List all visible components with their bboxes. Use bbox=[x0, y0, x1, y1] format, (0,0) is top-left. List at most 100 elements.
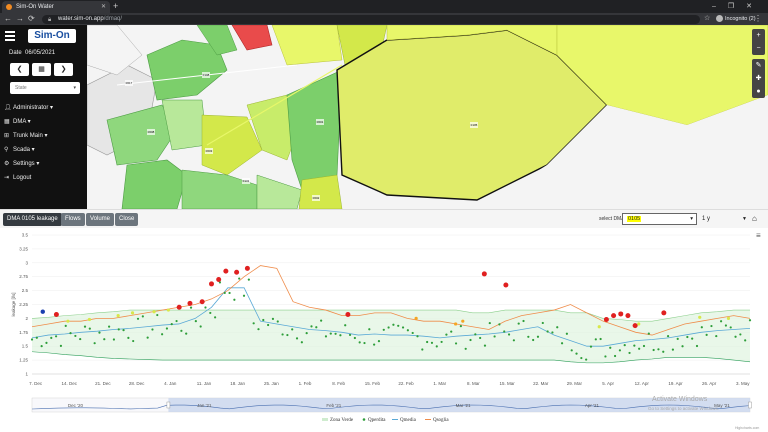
qperdita-point[interactable] bbox=[565, 332, 568, 335]
qperdita-point[interactable] bbox=[527, 335, 530, 338]
qperdita-point[interactable] bbox=[368, 328, 371, 331]
qperdita-point[interactable] bbox=[373, 343, 376, 346]
qperdita-point[interactable] bbox=[79, 337, 82, 341]
qperdita-point[interactable] bbox=[146, 336, 149, 339]
qperdita-point[interactable] bbox=[493, 335, 496, 338]
qperdita-point[interactable] bbox=[228, 291, 231, 295]
legend-item-label[interactable]: Qperdita bbox=[368, 418, 386, 423]
qperdita-point[interactable] bbox=[50, 336, 53, 339]
warning-point[interactable] bbox=[454, 322, 458, 326]
close-button[interactable]: Close bbox=[115, 213, 139, 226]
warning-point[interactable] bbox=[637, 322, 641, 326]
alarm-point[interactable] bbox=[481, 271, 487, 277]
qperdita-point[interactable] bbox=[271, 317, 275, 320]
qperdita-point[interactable] bbox=[267, 323, 270, 327]
qperdita-point[interactable] bbox=[729, 326, 732, 329]
qperdita-point[interactable] bbox=[122, 329, 125, 332]
qperdita-point[interactable] bbox=[344, 324, 347, 327]
zone-green[interactable] bbox=[121, 159, 188, 209]
qperdita-point[interactable] bbox=[613, 354, 617, 358]
qperdita-point[interactable] bbox=[498, 323, 501, 326]
zone-green[interactable] bbox=[196, 25, 238, 56]
qperdita-point[interactable] bbox=[445, 333, 448, 336]
close-tab-icon[interactable]: ✕ bbox=[100, 4, 106, 10]
alarm-point[interactable] bbox=[53, 312, 59, 318]
warning-point[interactable] bbox=[597, 325, 601, 329]
volume-button[interactable]: Volume bbox=[86, 213, 115, 226]
qperdita-point[interactable] bbox=[719, 320, 723, 323]
crosshair-icon[interactable]: ✚ bbox=[755, 75, 762, 82]
qperdita-point[interactable] bbox=[589, 345, 593, 348]
forward-icon[interactable]: → bbox=[16, 14, 24, 23]
qperdita-point[interactable] bbox=[262, 318, 265, 322]
qperdita-point[interactable] bbox=[348, 333, 352, 337]
qperdita-point[interactable] bbox=[103, 338, 106, 341]
qperdita-point[interactable] bbox=[609, 346, 612, 349]
sidebar-item-logout[interactable]: ⇥ Logout bbox=[4, 171, 84, 185]
qperdita-point[interactable] bbox=[180, 329, 183, 332]
qperdita-point[interactable] bbox=[329, 332, 332, 335]
qperdita-point[interactable] bbox=[695, 344, 699, 348]
qperdita-point[interactable] bbox=[69, 332, 72, 335]
qperdita-point[interactable] bbox=[64, 324, 67, 327]
zone-white[interactable] bbox=[87, 25, 143, 76]
calendar-button[interactable]: ▦ bbox=[32, 63, 51, 76]
qperdita-point[interactable] bbox=[310, 325, 313, 328]
qperdita-point[interactable] bbox=[406, 329, 409, 332]
qperdita-point[interactable] bbox=[459, 325, 462, 328]
qperdita-point[interactable] bbox=[300, 341, 303, 344]
qperdita-point[interactable] bbox=[642, 344, 646, 348]
qperdita-point[interactable] bbox=[411, 331, 414, 335]
qperdita-point[interactable] bbox=[204, 306, 207, 309]
prev-date-button[interactable]: ❮ bbox=[10, 63, 29, 76]
qperdita-point[interactable] bbox=[599, 337, 602, 341]
warning-point[interactable] bbox=[726, 316, 731, 320]
qperdita-point[interactable] bbox=[238, 277, 241, 280]
qperdita-point[interactable] bbox=[45, 341, 48, 344]
qperdita-point[interactable] bbox=[88, 327, 91, 330]
zone-green[interactable] bbox=[106, 104, 178, 166]
browser-menu-icon[interactable]: ⋮ bbox=[754, 14, 762, 23]
qperdita-point[interactable] bbox=[700, 326, 703, 329]
qperdita-point[interactable] bbox=[556, 326, 559, 329]
qperdita-point[interactable] bbox=[734, 335, 737, 338]
zoom-in-icon[interactable]: + bbox=[756, 32, 761, 39]
qperdita-point[interactable] bbox=[401, 326, 405, 329]
qperdita-point[interactable] bbox=[628, 351, 631, 355]
sidebar-item-trunk-main[interactable]: ⊞ Trunk Main ▾ bbox=[4, 129, 84, 143]
qperdita-point[interactable] bbox=[295, 337, 299, 340]
warning-point[interactable] bbox=[414, 316, 418, 320]
qperdita-point[interactable] bbox=[676, 337, 679, 340]
qperdita-point[interactable] bbox=[585, 358, 588, 361]
qperdita-point[interactable] bbox=[257, 328, 260, 331]
qperdita-point[interactable] bbox=[315, 326, 318, 329]
navigator-handle-right[interactable] bbox=[748, 401, 752, 409]
qperdita-point[interactable] bbox=[662, 350, 665, 353]
dma-select[interactable]: 0105 ▾ bbox=[622, 213, 697, 225]
qperdita-point[interactable] bbox=[156, 313, 159, 317]
zone-lightgreen[interactable] bbox=[256, 174, 303, 209]
qperdita-point[interactable] bbox=[594, 338, 597, 341]
warning-point[interactable] bbox=[166, 308, 171, 312]
sidebar-item-settings[interactable]: ⚙ Settings ▾ bbox=[4, 157, 84, 171]
qperdita-point[interactable] bbox=[132, 339, 135, 343]
alarm-point[interactable] bbox=[223, 268, 229, 274]
alarm-point[interactable] bbox=[234, 269, 240, 275]
qperdita-point[interactable] bbox=[657, 348, 660, 351]
warning-point[interactable] bbox=[152, 310, 156, 314]
zone-red[interactable] bbox=[231, 25, 273, 51]
qperdita-point[interactable] bbox=[681, 345, 684, 348]
navigator-handle-left[interactable] bbox=[166, 401, 171, 409]
qperdita-point[interactable] bbox=[426, 340, 429, 344]
qperdita-point[interactable] bbox=[165, 327, 169, 330]
qperdita-point[interactable] bbox=[305, 332, 308, 335]
qperdita-point[interactable] bbox=[247, 278, 250, 281]
chart-menu-icon[interactable]: ≡ bbox=[756, 231, 761, 240]
qperdita-point[interactable] bbox=[387, 326, 390, 329]
qperdita-point[interactable] bbox=[358, 341, 361, 344]
qperdita-point[interactable] bbox=[488, 321, 491, 325]
qperdita-point[interactable] bbox=[397, 324, 400, 327]
qperdita-point[interactable] bbox=[151, 328, 154, 331]
selected-point[interactable] bbox=[40, 309, 45, 314]
qperdita-point[interactable] bbox=[209, 311, 212, 315]
